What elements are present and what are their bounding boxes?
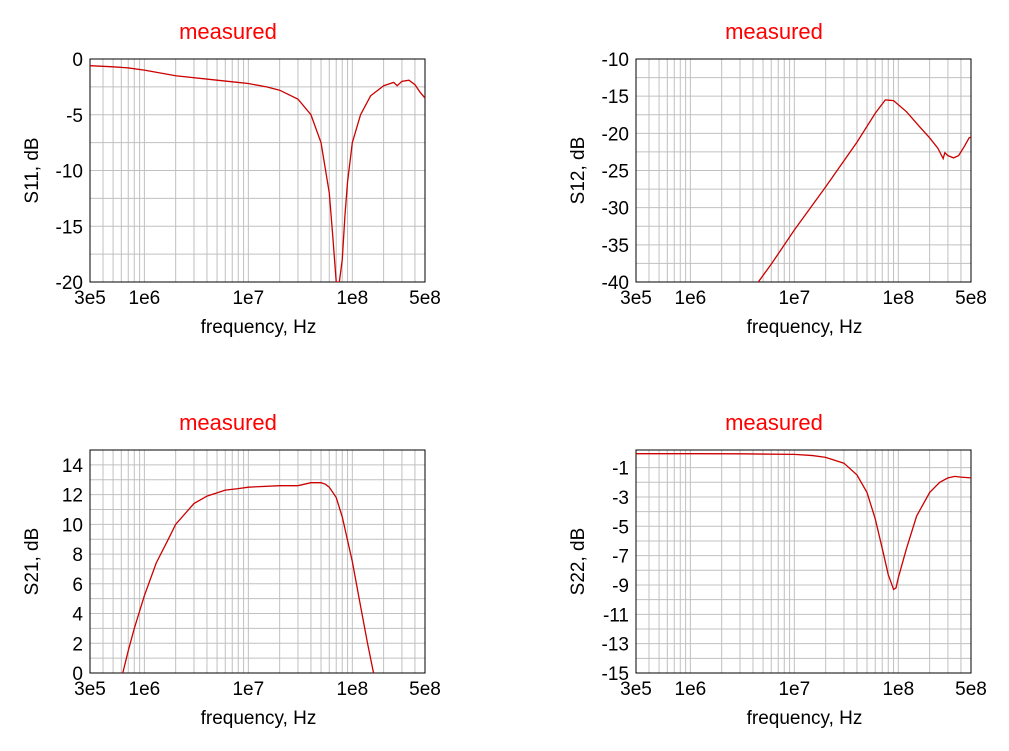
y-tick-label: -11 [603, 605, 629, 626]
x-axis-label: frequency, Hz [747, 708, 863, 729]
y-tick-label: 12 [62, 486, 83, 507]
y-tick-label: -25 [602, 162, 629, 183]
x-tick-label: 5e8 [955, 288, 987, 309]
x-tick-label: 3e5 [620, 288, 652, 309]
y-tick-label: -15 [602, 664, 629, 685]
y-tick-label: 14 [62, 456, 84, 477]
y-axis-label: S11, dB [22, 137, 43, 203]
x-axis-label: frequency, Hz [747, 317, 863, 338]
x-tick-label: 1e6 [675, 679, 707, 700]
x-tick-label: 5e8 [409, 288, 441, 309]
y-tick-label: -15 [56, 217, 83, 238]
x-tick-label: 5e8 [409, 679, 441, 700]
chart-title: measured [725, 410, 823, 435]
plot-frame [635, 449, 972, 674]
y-tick-label: -9 [612, 576, 629, 597]
y-tick-label: 4 [72, 605, 83, 626]
y-axis-label: S22, dB [568, 528, 589, 596]
x-tick-label: 1e8 [336, 288, 368, 309]
y-tick-label: -5 [612, 517, 629, 538]
y-tick-label: -30 [602, 199, 629, 220]
x-tick-label: 1e8 [882, 288, 914, 309]
y-tick-label: 0 [72, 664, 83, 685]
y-tick-label: 2 [72, 634, 83, 655]
x-tick-label: 1e7 [232, 288, 264, 309]
series-line [90, 65, 425, 282]
chart-s11: 3e5 1e6 1e7 1e8 5e8 0 -5 -10 -15 -20 frequency, Hz… [22, 19, 441, 338]
y-tick-label: -20 [56, 273, 83, 294]
y-tick-label: 0 [72, 50, 83, 71]
y-axis-label: S21, dB [22, 528, 43, 596]
chart-title: measured [179, 410, 277, 435]
series-line [757, 99, 971, 282]
y-tick-label: 10 [62, 515, 83, 536]
x-tick-label: 3e5 [620, 679, 652, 700]
y-tick-label: 6 [72, 575, 83, 596]
y-tick-label: -13 [602, 635, 629, 656]
y-tick-label: -3 [612, 488, 629, 509]
y-axis-label: S12, dB [568, 137, 589, 205]
x-tick-label: 1e7 [232, 679, 264, 700]
y-tick-label: 8 [72, 545, 83, 566]
y-tick-label: -10 [56, 162, 83, 183]
series-line [636, 453, 971, 591]
x-tick-label: 1e6 [129, 288, 161, 309]
y-tick-label: -35 [602, 236, 629, 257]
plot-frame [635, 58, 972, 283]
x-axis-label: frequency, Hz [201, 708, 317, 729]
y-tick-label: -5 [66, 106, 83, 127]
x-tick-label: 1e7 [778, 288, 810, 309]
y-tick-label: -40 [602, 273, 629, 294]
plot-frame [89, 58, 426, 283]
chart-s22: 3e5 1e6 1e7 1e8 5e8 -1 -3 -5 -7 -9 -11 -13 -15 freque… [568, 410, 987, 729]
chart-s21: 3e5 1e6 1e7 1e8 5e8 0 2 4 6 8 10 12 14 frequency, Hz S… [22, 410, 441, 729]
x-tick-label: 1e7 [778, 679, 810, 700]
y-tick-label: -7 [612, 547, 629, 568]
x-tick-label: 3e5 [74, 288, 106, 309]
y-tick-label: -15 [602, 87, 629, 108]
x-tick-label: 3e5 [74, 679, 106, 700]
chart-s12: 3e5 1e6 1e7 1e8 5e8 -10 -15 -20 -25 -30 -35 -40 freq… [568, 19, 987, 338]
chart-title: measured [725, 19, 823, 44]
y-tick-label: -20 [602, 124, 629, 145]
x-tick-label: 1e8 [882, 679, 914, 700]
x-tick-label: 1e8 [336, 679, 368, 700]
x-axis-label: frequency, Hz [201, 317, 317, 338]
plot-frame [89, 449, 426, 674]
x-tick-label: 1e6 [129, 679, 161, 700]
x-tick-label: 1e6 [675, 288, 707, 309]
y-tick-label: -1 [612, 459, 629, 480]
x-tick-label: 5e8 [955, 679, 987, 700]
chart-title: measured [179, 19, 277, 44]
y-tick-label: -10 [602, 50, 629, 71]
series-line [122, 482, 375, 673]
